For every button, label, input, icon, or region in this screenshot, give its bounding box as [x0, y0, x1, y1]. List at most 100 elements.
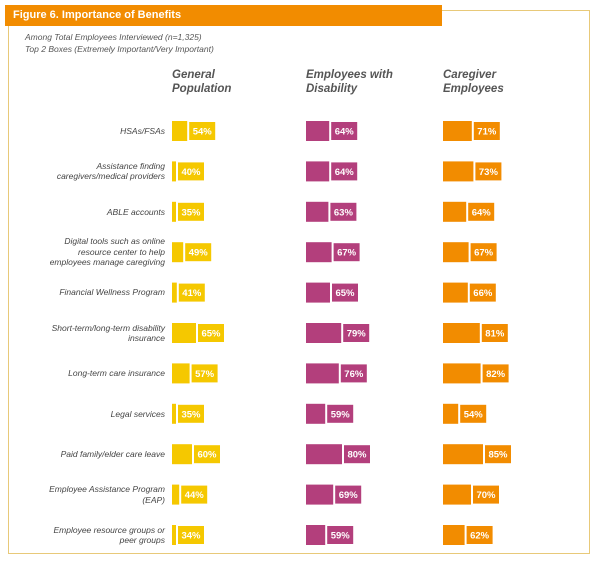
- value-label-box: [327, 526, 354, 544]
- value-label-box: [473, 122, 500, 140]
- bar-general: [172, 363, 190, 384]
- bar-disability: [306, 444, 342, 465]
- category-label: ABLE accounts: [0, 207, 165, 218]
- bar-disability: [306, 201, 329, 222]
- value-label-box: [178, 526, 204, 544]
- category-label: Digital tools such as online resource cen…: [0, 236, 165, 268]
- value-label-box: [330, 202, 357, 221]
- value-label-box: [189, 122, 216, 140]
- value-label-box: [460, 404, 487, 423]
- bar-caregiver: [443, 525, 465, 545]
- bar-general: [172, 121, 188, 141]
- value-label-box: [178, 162, 204, 181]
- category-label-line: ABLE accounts: [106, 206, 165, 217]
- bar-general: [172, 525, 176, 545]
- category-label-line: Employee Assistance Program: [49, 484, 165, 495]
- category-label-line: Paid family/elder care leave: [60, 448, 165, 459]
- value-label-box: [485, 445, 511, 464]
- value-label: 85%: [488, 450, 508, 461]
- value-label: 59%: [331, 409, 351, 420]
- value-label-box: [327, 404, 354, 423]
- value-label-box: [469, 283, 496, 302]
- value-label-box: [344, 445, 370, 464]
- value-label-box: [178, 404, 204, 423]
- value-label-box: [331, 122, 358, 140]
- value-label: 73%: [479, 167, 499, 178]
- value-label: 67%: [337, 248, 357, 259]
- category-label: Employee resource groups or peer groups: [0, 525, 165, 546]
- bar-caregiver: [443, 403, 459, 424]
- value-label-box: [340, 364, 367, 383]
- value-label: 70%: [476, 490, 496, 501]
- value-label: 63%: [334, 207, 354, 218]
- category-label-line: employees manage caregiving: [49, 257, 165, 268]
- value-label: 79%: [347, 329, 367, 340]
- value-label-box: [468, 202, 495, 221]
- value-label: 49%: [189, 248, 209, 259]
- value-label-box: [470, 243, 497, 262]
- value-label-box: [473, 485, 499, 504]
- value-label: 44%: [185, 490, 205, 501]
- value-label: 34%: [181, 531, 201, 542]
- column-header-line: Employees with: [306, 69, 393, 81]
- category-label-line: Long-term care insurance: [68, 368, 165, 379]
- value-label-box: [482, 364, 509, 383]
- value-label: 82%: [486, 369, 506, 380]
- value-label-box: [178, 283, 205, 302]
- category-label: Paid family/elder care leave: [0, 449, 165, 460]
- bar-disability: [306, 363, 339, 384]
- category-label: Financial Wellness Program: [0, 287, 165, 298]
- category-label-line: Employee resource groups or: [53, 524, 165, 535]
- value-label: 54%: [464, 409, 484, 420]
- category-label: Long-term care insurance: [0, 368, 165, 379]
- column-header-3: Caregiver Employees: [443, 68, 563, 96]
- bar-general: [172, 403, 176, 424]
- column-header-line: General: [172, 69, 215, 81]
- value-label-box: [191, 364, 218, 383]
- bar-caregiver: [443, 323, 480, 343]
- category-label-line: Financial Wellness Program: [59, 287, 165, 298]
- subtitle-sample: Among Total Employees Interviewed (n=1,3…: [25, 32, 202, 42]
- value-label-box: [335, 485, 362, 504]
- bar-caregiver: [443, 484, 471, 505]
- value-label: 57%: [195, 369, 215, 380]
- category-label: Assistance finding caregivers/medical pro…: [0, 161, 165, 182]
- value-label: 66%: [473, 288, 493, 299]
- bar-disability: [306, 282, 330, 303]
- subtitle-top2box: Top 2 Boxes (Extremely Important/Very Im…: [25, 44, 214, 54]
- bar-disability: [306, 161, 330, 182]
- category-label: Short-term/long-term disability insurance: [0, 323, 165, 344]
- figure-title: Figure 6. Importance of Benefits: [5, 5, 442, 26]
- value-label: 71%: [477, 127, 497, 138]
- value-label: 64%: [335, 167, 355, 178]
- bar-caregiver: [443, 282, 468, 303]
- bar-caregiver: [443, 121, 472, 141]
- value-label-box: [331, 162, 358, 181]
- value-label: 35%: [181, 409, 201, 420]
- value-label-box: [466, 526, 493, 544]
- bar-general: [172, 444, 192, 465]
- category-label-line: caregivers/medical providers: [56, 171, 165, 182]
- category-label-line: HSAs/FSAs: [120, 125, 165, 136]
- category-label-line: resource center to help: [78, 246, 165, 257]
- bar-caregiver: [443, 242, 469, 263]
- column-header-line: Disability: [306, 83, 358, 95]
- column-header-2: Employees with Disability: [306, 68, 426, 96]
- bar-general: [172, 484, 180, 505]
- value-label-box: [343, 324, 370, 342]
- value-label: 35%: [181, 207, 201, 218]
- category-label-line: peer groups: [119, 535, 165, 545]
- value-label-box: [181, 485, 208, 504]
- category-label: Legal services: [0, 409, 165, 420]
- bar-disability: [306, 484, 334, 505]
- value-label: 65%: [335, 288, 355, 299]
- bar-general: [172, 161, 176, 182]
- value-label-box: [333, 243, 360, 262]
- category-label-line: Short-term/long-term disability: [51, 322, 165, 333]
- bar-caregiver: [443, 201, 467, 222]
- value-label: 62%: [470, 531, 490, 542]
- column-header-line: Employees: [443, 83, 504, 95]
- category-label-line: (EAP): [142, 494, 165, 505]
- bar-caregiver: [443, 161, 474, 182]
